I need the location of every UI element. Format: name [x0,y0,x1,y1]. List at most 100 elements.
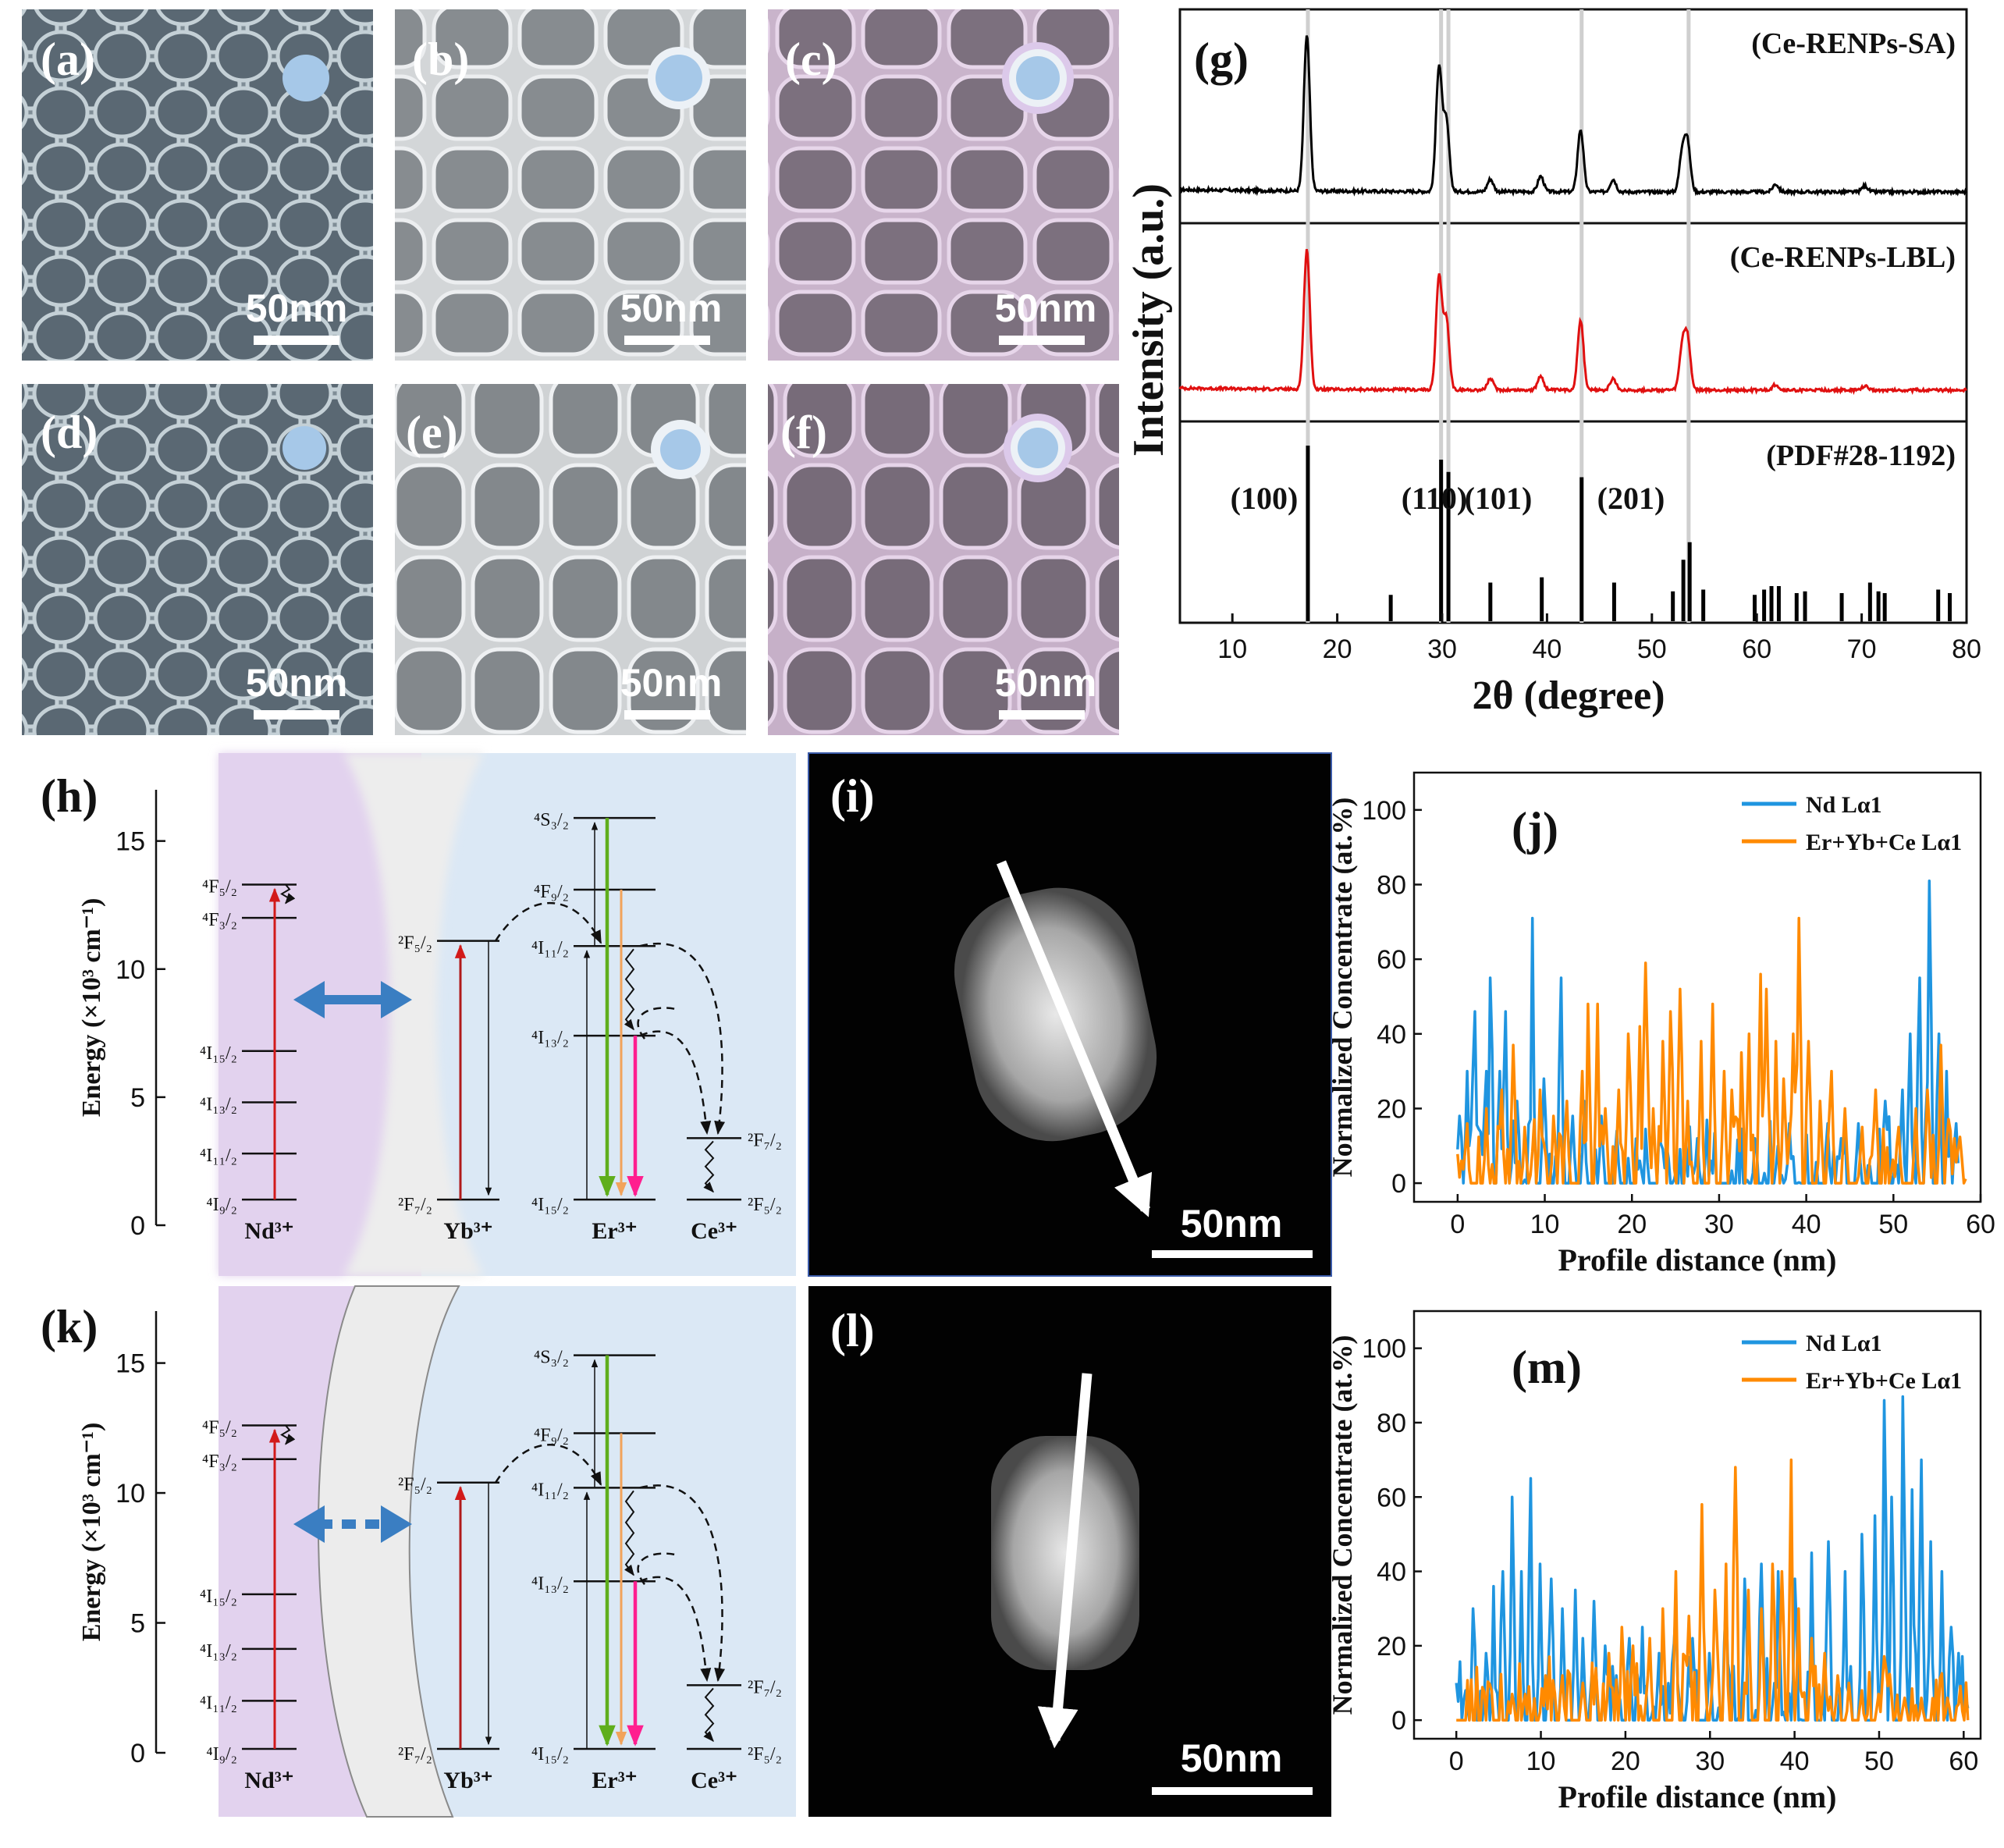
y-axis-label: Energy (×10³ cm⁻¹) [77,1423,106,1642]
level-label: ⁴I₁₃/₂ [531,1028,569,1048]
tem-panel-d: 50nm (d) [22,384,373,735]
y-tick-label: 40 [1377,1558,1406,1587]
energy-transfer-arrow [639,1576,712,1683]
ion-label: Yb³⁺ [443,1768,492,1793]
level-label: ⁴I₉/₂ [206,1744,237,1764]
y-axis-label: Normalized Concentrate (at.%) [1327,1335,1358,1715]
ion-label: Ce³⁺ [691,1768,737,1793]
energy-transfer-arrow [639,1484,726,1683]
level-label: ²F₅/₂ [398,933,432,954]
x-tick-label: 60 [1966,1210,1995,1239]
peak-label: (110) [1402,481,1467,516]
level-label: ²F₇/₂ [398,1744,432,1764]
scale-bar-label: 50nm [1181,1736,1283,1780]
x-axis-label: Profile distance (nm) [1558,1242,1837,1278]
level-label: ⁴I₁₃/₂ [200,1094,237,1114]
y-tick-label: 0 [130,1739,145,1768]
y-tick-label: 15 [115,827,145,857]
relaxation-arrow [280,883,296,904]
series-label: (Ce-RENPs-LBL) [1730,241,1956,274]
level-label: ⁴I₁₃/₂ [200,1641,237,1661]
level-label: ⁴I₁₅/₂ [200,1043,237,1064]
y-tick-label: 60 [1377,945,1406,975]
x-tick-label: 40 [1532,634,1562,664]
eds-series-line [1456,1458,1970,1722]
core-icon [1018,428,1058,468]
level-label: ⁴F₅/₂ [202,1417,237,1438]
peak-label: (101) [1465,481,1533,516]
x-tick-label: 20 [1611,1747,1640,1776]
panel-label: (i) [830,770,875,822]
scale-bar-label: 50nm [620,286,723,330]
level-label: ²F₅/₂ [748,1195,782,1215]
stem-panel-l: 50nm (l) [808,1286,1331,1817]
energy-transfer-arrow [639,943,726,1135]
x-tick-label: 30 [1704,1210,1734,1239]
level-label: ⁴F₃/₂ [202,1452,237,1472]
y-tick-label: 20 [1377,1632,1406,1661]
y-tick-label: 60 [1377,1483,1406,1512]
core-icon [660,429,701,470]
level-label: ⁴I₁₁/₂ [200,1146,237,1166]
panel-label: (f) [780,407,827,458]
energy-diagram-h: 0 5 10 15 Energy (×10³ cm⁻¹) ⁴I₉/₂ ⁴I₁₁/₂ ⁴I₁₃/… [41,753,796,1276]
x-tick-label: 50 [1878,1210,1908,1239]
y-tick-label: 0 [1391,1706,1406,1736]
series-label: (PDF#28-1192) [1766,439,1956,472]
series-label: (Ce-RENPs-SA) [1751,27,1956,60]
ion-label: Ce³⁺ [691,1218,737,1244]
tem-panels: 50nm (a) 50nm (b) 50nm (c) 50nm (d) [22,9,1119,735]
level-label: ⁴I₁₁/₂ [200,1693,237,1713]
level-label: ⁴S₃/₂ [534,810,569,830]
scale-bar-label: 50nm [995,661,1097,705]
eds-chart-m: 0 10 20 30 40 50 60 0 20 40 60 80 100 Nd Lα1 Er+Yb+Ce … [1327,1310,1982,1814]
plot-frame [1412,1310,1982,1740]
panel-label: (l) [830,1305,875,1356]
level-label: ²F₅/₂ [398,1475,432,1495]
level-label: ²F₇/₂ [748,1130,782,1150]
x-tick-label: 10 [1526,1747,1556,1776]
tem-panel-b: 50nm (b) [395,9,746,361]
level-label: ²F₅/₂ [748,1744,782,1764]
y-tick-label: 0 [1391,1169,1406,1199]
x-tick-label: 20 [1323,634,1352,664]
ion-label: Nd³⁺ [244,1218,293,1244]
y-axis-label: Normalized Concentrate (at.%) [1327,798,1358,1178]
x-tick-label: 30 [1427,634,1457,664]
plot-frame [1178,8,1968,624]
scale-bar-label: 50nm [246,661,348,705]
line-scan-arrow [1037,1373,1093,1749]
y-axis-label: Energy (×10³ cm⁻¹) [77,898,106,1118]
tem-panel-f: 50nm (f) [768,384,1119,735]
level-label: ⁴F₃/₂ [202,910,237,930]
legend-label: Nd Lα1 [1806,1331,1882,1356]
y-tick-label: 80 [1377,870,1406,900]
x-tick-label: 10 [1530,1210,1560,1239]
relaxation-arrow [624,948,635,1031]
level-label: ⁴F₉/₂ [534,882,569,902]
y-tick-label: 5 [130,1083,145,1113]
scale-bar-label: 50nm [246,286,348,330]
energy-transfer-arrow [494,901,602,944]
energy-transfer-arrow [494,1443,602,1486]
x-tick-label: 20 [1617,1210,1647,1239]
energy-transfer-arrow [637,1552,677,1586]
xrd-series-line [1178,249,1967,396]
xrd-chart: (Ce-RENPs-SA) (Ce-RENPs-LBL) (PDF#28-1192)… [1125,8,1981,718]
relaxation-arrow [703,1687,715,1743]
x-axis-label: Profile distance (nm) [1558,1779,1837,1814]
panel-label: (m) [1512,1342,1582,1393]
x-tick-label: 40 [1780,1747,1810,1776]
line-scan-arrow [996,860,1153,1217]
level-label: ⁴F₉/₂ [534,1425,569,1445]
relaxation-arrow [624,1490,635,1576]
x-tick-label: 80 [1952,634,1981,664]
tem-panel-a: 50nm (a) [22,9,373,361]
x-tick-label: 10 [1217,634,1247,664]
panel-label: (j) [1512,803,1558,855]
legend-label: Er+Yb+Ce Lα1 [1806,1368,1962,1394]
level-label: ²F₇/₂ [748,1677,782,1697]
y-tick-label: 80 [1377,1409,1406,1438]
x-tick-label: 70 [1847,634,1877,664]
panel-label: (b) [412,34,469,85]
